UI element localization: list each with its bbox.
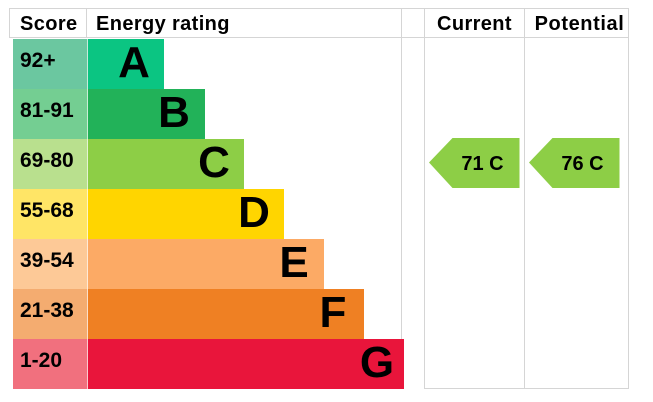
svg-text:71 C: 71 C — [461, 153, 503, 175]
svg-text:76 C: 76 C — [561, 153, 603, 175]
